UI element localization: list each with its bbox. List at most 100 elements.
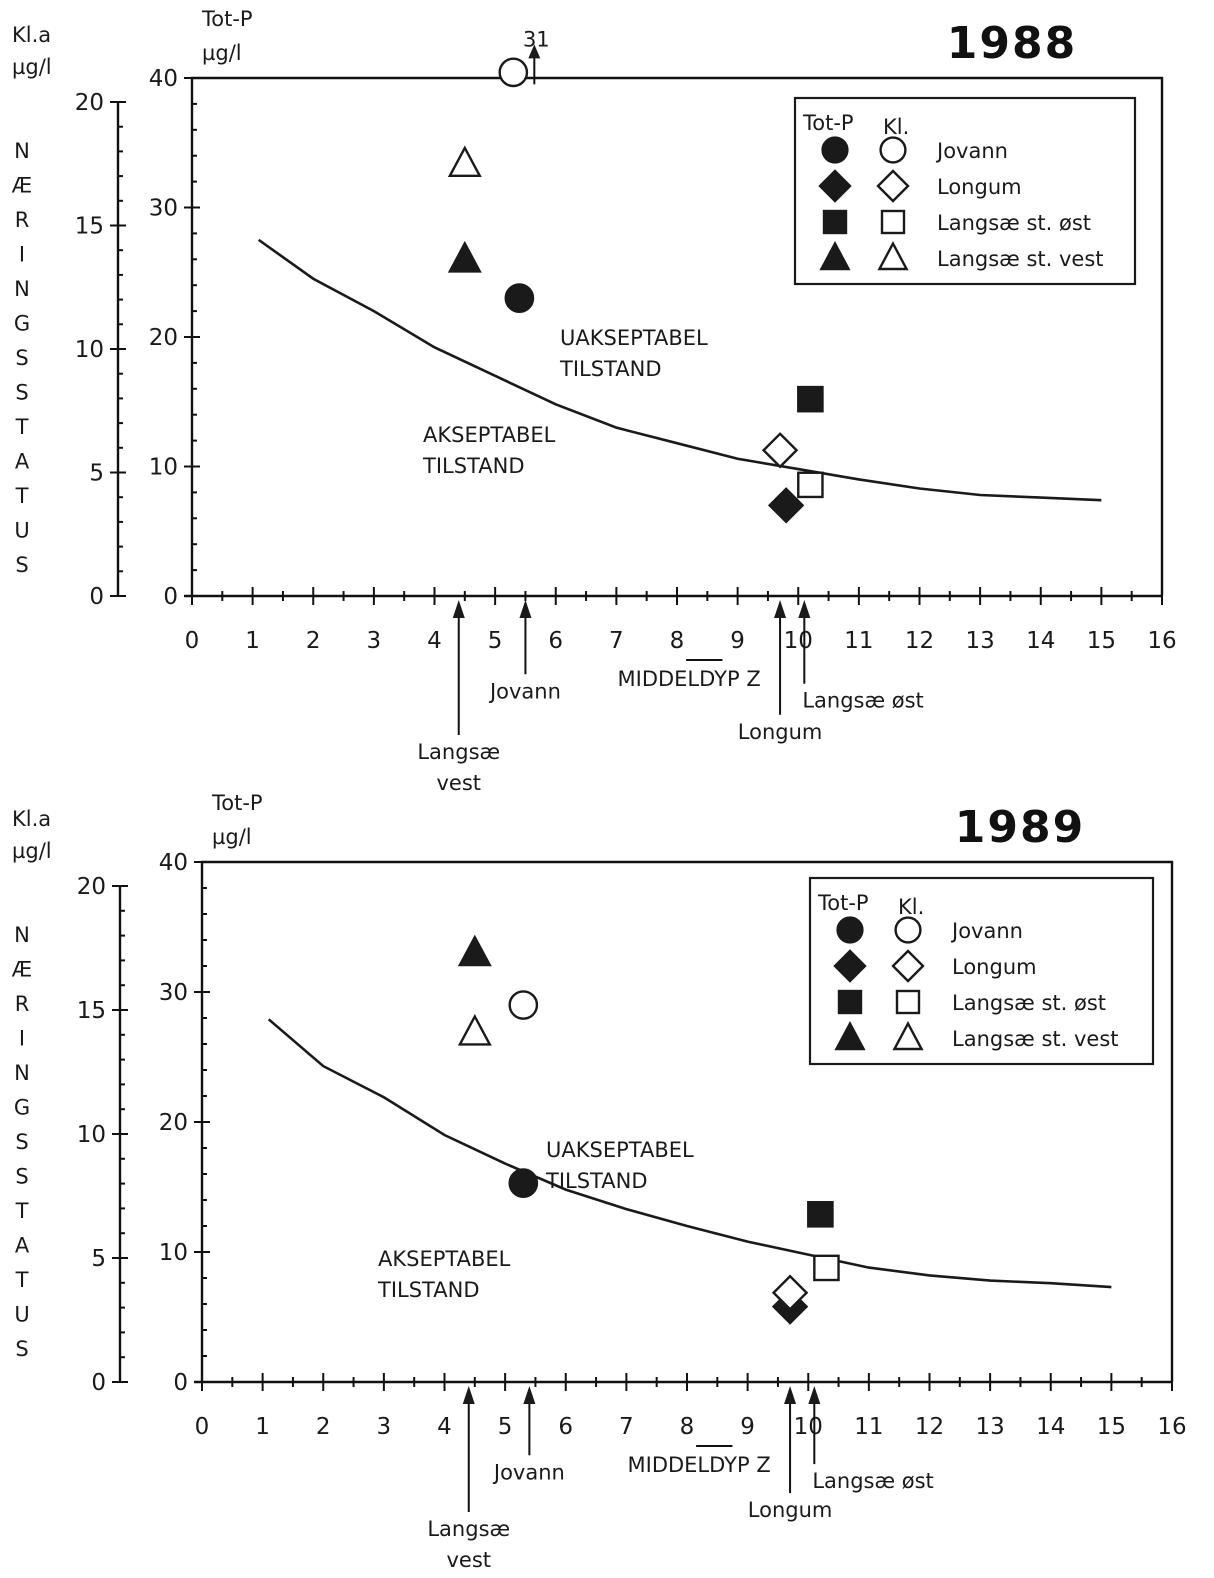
x-tick-label: 13 bbox=[965, 628, 994, 654]
legend-marker-kla bbox=[880, 209, 906, 235]
depth-marker-label: Langsæ øst bbox=[802, 689, 923, 713]
x-tick-label: 12 bbox=[905, 628, 934, 654]
x-tick-label: 15 bbox=[1097, 1414, 1126, 1440]
x-tick-label: 6 bbox=[548, 628, 563, 654]
chart-title: 1989 bbox=[955, 802, 1085, 853]
x-tick-label: 10 bbox=[794, 1414, 823, 1440]
legend-marker-totp bbox=[833, 949, 867, 983]
depth-marker-label: Langsæ bbox=[417, 740, 500, 764]
x-tick-label: 13 bbox=[975, 1414, 1004, 1440]
x-tick-label: 14 bbox=[1036, 1414, 1065, 1440]
legend-entry-label: Langsæ st. øst bbox=[937, 211, 1091, 235]
kla-tick-label: 0 bbox=[89, 584, 104, 610]
x-tick-label: 11 bbox=[844, 628, 873, 654]
vertical-label-letter: Æ bbox=[12, 174, 32, 198]
data-point-longum-kla bbox=[771, 1274, 809, 1311]
vertical-label-letter: G bbox=[14, 312, 30, 336]
tolerance-curve bbox=[267, 1018, 1112, 1289]
depth-marker-label: Langsæ øst bbox=[812, 1469, 933, 1493]
off-scale-value: 31 bbox=[523, 27, 550, 51]
x-tick-label: 16 bbox=[1147, 628, 1176, 654]
depth-marker-label: vest bbox=[446, 1548, 491, 1572]
vertical-label-letter: T bbox=[15, 1268, 29, 1292]
region-label-unacceptable: UAKSEPTABEL bbox=[560, 326, 708, 350]
chart-title: 1988 bbox=[947, 18, 1077, 69]
totp-tick-label: 10 bbox=[159, 1240, 188, 1266]
legend-entry-label: Jovann bbox=[935, 139, 1008, 163]
region-label-acceptable-2: TILSTAND bbox=[377, 1278, 480, 1302]
vertical-label-letter: I bbox=[19, 1027, 25, 1051]
legend-marker-kla bbox=[877, 241, 909, 271]
kla-tick-label: 5 bbox=[89, 461, 104, 487]
x-tick-label: 0 bbox=[185, 628, 200, 654]
legend-header-totp: Tot-P bbox=[817, 891, 869, 915]
data-point-longum-totp bbox=[767, 487, 805, 524]
legend-marker-totp bbox=[818, 169, 852, 203]
kla-tick-label: 10 bbox=[75, 337, 104, 363]
totp-tick-label: 20 bbox=[149, 325, 178, 351]
totp-axis-title: Tot-P bbox=[211, 791, 263, 815]
chart-panel-1989: 0 1 2 3 4 5 6 7 8 9 10 11 12 13 14 15 160102030400510152… bbox=[12, 791, 1187, 1572]
data-point-jovann-totp bbox=[508, 1168, 539, 1198]
vertical-label-letter: N bbox=[14, 139, 30, 163]
depth-marker-label: Longum bbox=[748, 1498, 833, 1522]
legend-marker-totp bbox=[819, 241, 851, 271]
vertical-label-letter: T bbox=[15, 415, 29, 439]
vertical-label-letter: R bbox=[15, 208, 30, 232]
x-tick-label: 3 bbox=[367, 628, 382, 654]
x-axis-title: MIDDELDYP Z bbox=[618, 667, 761, 691]
vertical-label-letter: R bbox=[15, 992, 30, 1016]
depth-arrow-head bbox=[808, 1386, 821, 1404]
region-label-unacceptable-2: TILSTAND bbox=[545, 1169, 648, 1193]
region-label-acceptable: AKSEPTABEL bbox=[423, 423, 556, 447]
legend-marker-kla bbox=[895, 989, 921, 1015]
depth-marker-label: Longum bbox=[738, 720, 823, 744]
vertical-label-letter: A bbox=[15, 1234, 30, 1258]
totp-axis-unit: µg/l bbox=[212, 825, 252, 849]
kla-tick-label: 15 bbox=[75, 214, 104, 240]
data-point-langs-st-st-totp bbox=[807, 1200, 834, 1228]
totp-tick-label: 0 bbox=[163, 584, 178, 610]
vertical-label-letter: U bbox=[14, 1303, 29, 1327]
totp-tick-label: 30 bbox=[149, 196, 178, 222]
legend-marker-totp bbox=[837, 989, 863, 1015]
vertical-label-letter: T bbox=[15, 484, 29, 508]
kla-tick-label: 0 bbox=[91, 1370, 106, 1396]
legend-marker-kla bbox=[876, 169, 910, 203]
vertical-label-letter: N bbox=[14, 923, 30, 947]
region-label-acceptable: AKSEPTABEL bbox=[378, 1247, 511, 1271]
kla-tick-label: 10 bbox=[77, 1122, 106, 1148]
depth-marker-label: Langsæ bbox=[427, 1517, 510, 1541]
legend-box bbox=[808, 876, 1155, 1066]
x-tick-label: 8 bbox=[670, 628, 685, 654]
vertical-label-letter: G bbox=[14, 1096, 30, 1120]
vertical-label-letter: N bbox=[14, 1061, 30, 1085]
depth-marker-label: Jovann bbox=[492, 1460, 565, 1484]
vertical-label-letter: U bbox=[14, 519, 29, 543]
legend-entry-label: Langsæ st. vest bbox=[952, 1027, 1119, 1051]
totp-tick-label: 30 bbox=[159, 980, 188, 1006]
totp-tick-label: 40 bbox=[159, 850, 188, 876]
x-tick-label: 10 bbox=[784, 628, 813, 654]
x-tick-label: 4 bbox=[427, 628, 442, 654]
x-tick-label: 3 bbox=[377, 1414, 392, 1440]
x-tick-label: 9 bbox=[740, 1414, 755, 1440]
legend-box bbox=[793, 96, 1137, 286]
legend-marker-totp bbox=[821, 136, 849, 164]
vertical-label-letter: S bbox=[15, 346, 28, 370]
kla-axis-unit: µg/l bbox=[12, 839, 52, 863]
data-point-jovann-kla bbox=[498, 57, 529, 88]
x-tick-label: 4 bbox=[437, 1414, 452, 1440]
x-tick-label: 7 bbox=[619, 1414, 634, 1440]
x-tick-label: 0 bbox=[195, 1414, 210, 1440]
legend-marker-totp bbox=[822, 209, 848, 235]
kla-tick-label: 20 bbox=[77, 874, 106, 900]
totp-axis-unit: µg/l bbox=[202, 41, 242, 65]
x-tick-label: 14 bbox=[1026, 628, 1055, 654]
legend-header-totp: Tot-P bbox=[802, 111, 854, 135]
vertical-label-letter: A bbox=[15, 450, 30, 474]
tolerance-curve bbox=[257, 238, 1102, 502]
x-tick-label: 12 bbox=[915, 1414, 944, 1440]
legend-entry-label: Longum bbox=[952, 955, 1037, 979]
